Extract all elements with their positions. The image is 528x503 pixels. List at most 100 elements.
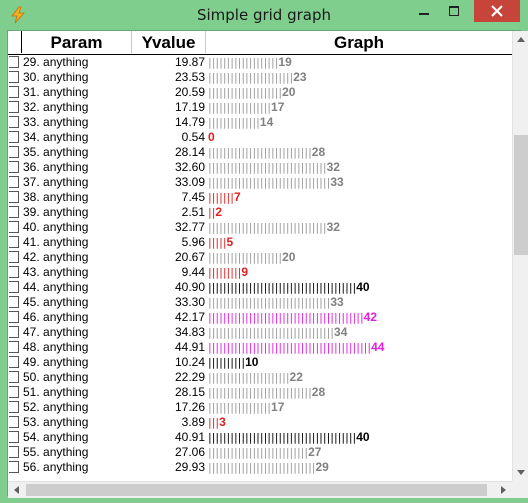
table-row[interactable]: 41. anything 5.96 |||||5 xyxy=(8,235,512,250)
table-row[interactable]: 38. anything 7.45 |||||||7 xyxy=(8,190,512,205)
table-row[interactable]: 43. anything 9.44 |||||||||9 xyxy=(8,265,512,280)
yvalue-cell[interactable]: 17.19 xyxy=(174,100,205,114)
maximize-button[interactable] xyxy=(440,0,468,22)
table-row[interactable]: 51. anything 28.15 |||||||||||||||||||||||… xyxy=(8,385,512,400)
graph-cell[interactable]: |||||||||||||||||||19 xyxy=(208,55,510,70)
vertical-scrollbar[interactable] xyxy=(512,31,528,481)
table-row[interactable]: 31. anything 20.59 ||||||||||||||||||||20 xyxy=(8,85,512,100)
param-cell[interactable]: 49. anything xyxy=(23,355,89,369)
table-row[interactable]: 50. anything 22.29 ||||||||||||||||||||||2… xyxy=(8,370,512,385)
graph-cell[interactable]: |||3 xyxy=(208,415,510,430)
yvalue-cell[interactable]: 27.06 xyxy=(174,445,205,459)
param-cell[interactable]: 37. anything xyxy=(23,175,89,189)
param-cell[interactable]: 55. anything xyxy=(23,445,89,459)
scroll-down-icon[interactable] xyxy=(513,464,528,481)
table-row[interactable]: 49. anything 10.24 ||||||||||10 xyxy=(8,355,512,370)
graph-cell[interactable]: ||||||||||||||||||||||||||||28 xyxy=(208,385,510,400)
table-row[interactable]: 32. anything 17.19 |||||||||||||||||17 xyxy=(8,100,512,115)
graph-cell[interactable]: |||||||||||||||||||||||||||||||||33 xyxy=(208,295,510,310)
row-indicator[interactable] xyxy=(9,86,19,98)
lightning-app-icon[interactable] xyxy=(9,6,27,24)
yvalue-cell[interactable]: 5.96 xyxy=(181,235,205,249)
row-indicator[interactable] xyxy=(9,431,19,443)
yvalue-cell[interactable]: 19.87 xyxy=(174,55,205,69)
graph-cell[interactable]: ||||||||||10 xyxy=(208,355,510,370)
horizontal-scrollbar[interactable] xyxy=(8,481,512,498)
row-indicator[interactable] xyxy=(9,446,19,458)
graph-column-header[interactable]: Graph xyxy=(333,33,385,52)
param-cell[interactable]: 56. anything xyxy=(23,460,89,474)
yvalue-cell[interactable]: 3.89 xyxy=(181,415,205,429)
param-cell[interactable]: 48. anything xyxy=(23,340,89,354)
minimize-button[interactable] xyxy=(410,0,438,22)
row-indicator[interactable] xyxy=(9,371,19,383)
table-row[interactable]: 56. anything 29.93 |||||||||||||||||||||||… xyxy=(8,460,512,475)
graph-cell[interactable]: ||2 xyxy=(208,205,510,220)
yvalue-cell[interactable]: 14.79 xyxy=(174,115,205,129)
param-cell[interactable]: 51. anything xyxy=(23,385,89,399)
param-cell[interactable]: 38. anything xyxy=(23,190,89,204)
row-indicator[interactable] xyxy=(9,146,19,158)
table-row[interactable]: 48. anything 44.91 |||||||||||||||||||||||… xyxy=(8,340,512,355)
param-cell[interactable]: 53. anything xyxy=(23,415,89,429)
row-indicator[interactable] xyxy=(9,206,19,218)
table-row[interactable]: 37. anything 33.09 |||||||||||||||||||||||… xyxy=(8,175,512,190)
param-cell[interactable]: 43. anything xyxy=(23,265,89,279)
table-row[interactable]: 34. anything 0.54 0 xyxy=(8,130,512,145)
param-cell[interactable]: 44. anything xyxy=(23,280,89,294)
yvalue-cell[interactable]: 9.44 xyxy=(181,265,205,279)
param-cell[interactable]: 45. anything xyxy=(23,295,89,309)
yvalue-cell[interactable]: 42.17 xyxy=(174,310,205,324)
graph-cell[interactable]: ||||||||||||||||||||||||||||||||||34 xyxy=(208,325,510,340)
yvalue-cell[interactable]: 7.45 xyxy=(181,190,205,204)
table-row[interactable]: 35. anything 28.14 |||||||||||||||||||||||… xyxy=(8,145,512,160)
row-indicator[interactable] xyxy=(9,251,19,263)
yvalue-cell[interactable]: 33.09 xyxy=(174,175,205,189)
param-cell[interactable]: 41. anything xyxy=(23,235,89,249)
row-indicator[interactable] xyxy=(9,191,19,203)
row-indicator[interactable] xyxy=(9,326,19,338)
param-cell[interactable]: 30. anything xyxy=(23,70,89,84)
row-indicator-header[interactable] xyxy=(8,31,22,53)
title-bar[interactable]: Simple grid graph xyxy=(0,0,528,30)
table-row[interactable]: 40. anything 32.77 |||||||||||||||||||||||… xyxy=(8,220,512,235)
yvalue-cell[interactable]: 29.93 xyxy=(174,460,205,474)
row-indicator[interactable] xyxy=(9,161,19,173)
table-row[interactable]: 45. anything 33.30 |||||||||||||||||||||||… xyxy=(8,295,512,310)
table-row[interactable]: 39. anything 2.51 ||2 xyxy=(8,205,512,220)
row-indicator[interactable] xyxy=(9,461,19,473)
param-cell[interactable]: 40. anything xyxy=(23,220,89,234)
graph-cell[interactable]: ||||||||||||||||||||||||||||||||||||||||… xyxy=(208,280,510,295)
yvalue-cell[interactable]: 20.59 xyxy=(174,85,205,99)
param-cell[interactable]: 54. anything xyxy=(23,430,89,444)
row-indicator[interactable] xyxy=(9,131,19,143)
yvalue-cell[interactable]: 33.30 xyxy=(174,295,205,309)
yvalue-cell[interactable]: 34.83 xyxy=(174,325,205,339)
row-indicator[interactable] xyxy=(9,71,19,83)
graph-cell[interactable]: |||||||||||||||||||||||||||27 xyxy=(208,445,510,460)
graph-cell[interactable]: |||||||||||||||||17 xyxy=(208,100,510,115)
yvalue-cell[interactable]: 32.77 xyxy=(174,220,205,234)
param-cell[interactable]: 34. anything xyxy=(23,130,89,144)
scroll-right-icon[interactable] xyxy=(495,482,512,498)
param-cell[interactable]: 35. anything xyxy=(23,145,89,159)
table-row[interactable]: 30. anything 23.53 |||||||||||||||||||||||… xyxy=(8,70,512,85)
table-row[interactable]: 36. anything 32.60 |||||||||||||||||||||||… xyxy=(8,160,512,175)
graph-cell[interactable]: ||||||||||||||||||||||||||||28 xyxy=(208,145,510,160)
yvalue-cell[interactable]: 44.91 xyxy=(174,340,205,354)
row-indicator[interactable] xyxy=(9,356,19,368)
graph-cell[interactable]: 0 xyxy=(208,130,510,145)
table-row[interactable]: 42. anything 20.67 ||||||||||||||||||||20 xyxy=(8,250,512,265)
graph-cell[interactable]: ||||||||||||||14 xyxy=(208,115,510,130)
table-row[interactable]: 54. anything 40.91 |||||||||||||||||||||||… xyxy=(8,430,512,445)
graph-cell[interactable]: |||||||7 xyxy=(208,190,510,205)
yvalue-cell[interactable]: 32.60 xyxy=(174,160,205,174)
param-cell[interactable]: 46. anything xyxy=(23,310,89,324)
graph-cell[interactable]: ||||||||||||||||||||20 xyxy=(208,85,510,100)
yvalue-cell[interactable]: 28.15 xyxy=(174,385,205,399)
row-indicator[interactable] xyxy=(9,386,19,398)
param-cell[interactable]: 50. anything xyxy=(23,370,89,384)
yvalue-cell[interactable]: 17.26 xyxy=(174,400,205,414)
graph-cell[interactable]: ||||||||||||||||||||||22 xyxy=(208,370,510,385)
param-cell[interactable]: 36. anything xyxy=(23,160,89,174)
